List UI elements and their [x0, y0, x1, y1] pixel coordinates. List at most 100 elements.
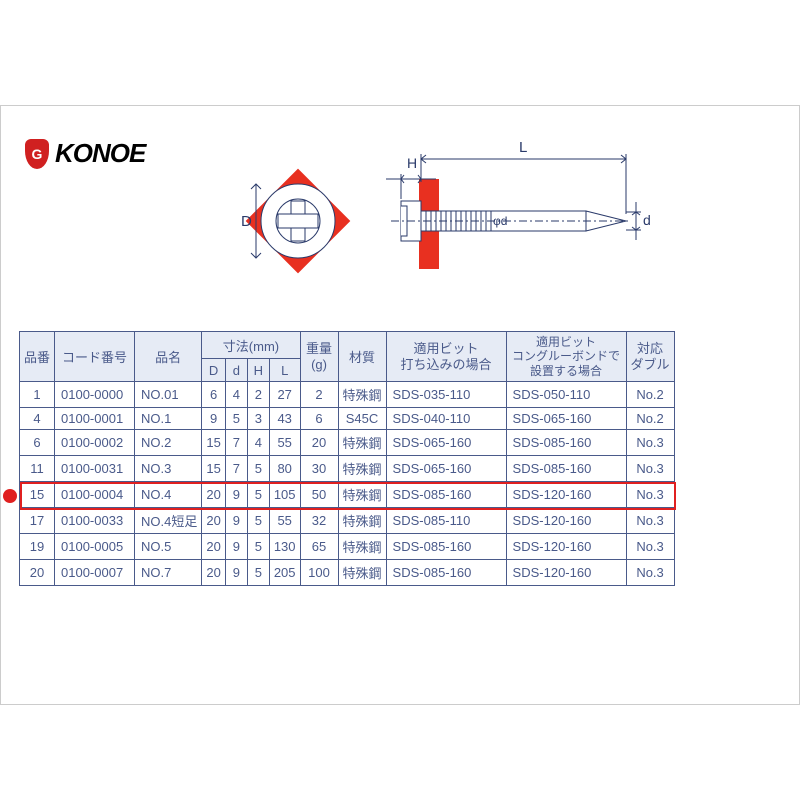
- cell-w: 50: [300, 482, 338, 508]
- cell-code: 0100-0005: [55, 534, 135, 560]
- th-bit2: 適用ビットコングルーボンドで設置する場合: [506, 332, 626, 382]
- cell-mat: 特殊鋼: [338, 456, 386, 482]
- cell-code: 0100-0007: [55, 560, 135, 586]
- cell-b1: SDS-065-160: [386, 456, 506, 482]
- screw-diagram: D: [231, 124, 651, 314]
- cell-b1: SDS-085-160: [386, 482, 506, 508]
- cell-hinmei: NO.01: [135, 382, 202, 408]
- cell-mat: 特殊鋼: [338, 382, 386, 408]
- cell-b2: SDS-120-160: [506, 482, 626, 508]
- th-d: d: [225, 359, 247, 382]
- cell-L: 55: [269, 430, 300, 456]
- cell-hinmei: NO.7: [135, 560, 202, 586]
- cell-hinmei: NO.2: [135, 430, 202, 456]
- cell-mat: S45C: [338, 408, 386, 430]
- cell-H: 5: [247, 508, 269, 534]
- cell-hinmei: NO.5: [135, 534, 202, 560]
- th-hinban: 品番: [20, 332, 55, 382]
- label-phi-d: φd: [493, 214, 507, 228]
- logo-badge-icon: G: [25, 139, 49, 169]
- cell-w: 65: [300, 534, 338, 560]
- cell-dbl: No.3: [626, 534, 674, 560]
- cell-H: 5: [247, 560, 269, 586]
- cell-code: 0100-0031: [55, 456, 135, 482]
- brand-logo: G KONOE: [25, 138, 145, 169]
- cell-hinban: 1: [20, 382, 55, 408]
- cell-dbl: No.2: [626, 382, 674, 408]
- table-row: 40100-0001NO.1953436S45CSDS-040-110SDS-0…: [20, 408, 675, 430]
- table-header: 品番 コード番号 品名 寸法(mm) 重量(g) 材質 適用ビット打ち込みの場合…: [20, 332, 675, 382]
- cell-w: 30: [300, 456, 338, 482]
- table-row: 170100-0033NO.4短足20955532特殊鋼SDS-085-110S…: [20, 508, 675, 534]
- cell-code: 0100-0004: [55, 482, 135, 508]
- cell-b1: SDS-085-110: [386, 508, 506, 534]
- cell-w: 32: [300, 508, 338, 534]
- th-H: H: [247, 359, 269, 382]
- cell-mat: 特殊鋼: [338, 534, 386, 560]
- cell-b1: SDS-035-110: [386, 382, 506, 408]
- cell-L: 130: [269, 534, 300, 560]
- cell-hinban: 17: [20, 508, 55, 534]
- cell-d: 9: [225, 482, 247, 508]
- cell-D: 20: [202, 534, 225, 560]
- cell-D: 20: [202, 508, 225, 534]
- spec-table: 品番 コード番号 品名 寸法(mm) 重量(g) 材質 適用ビット打ち込みの場合…: [19, 331, 675, 586]
- cell-L: 55: [269, 508, 300, 534]
- cell-w: 2: [300, 382, 338, 408]
- cell-H: 3: [247, 408, 269, 430]
- table-body: 10100-0000NO.01642272特殊鋼SDS-035-110SDS-0…: [20, 382, 675, 586]
- cell-L: 27: [269, 382, 300, 408]
- cell-hinban: 6: [20, 430, 55, 456]
- cell-L: 80: [269, 456, 300, 482]
- cell-w: 6: [300, 408, 338, 430]
- cell-L: 105: [269, 482, 300, 508]
- cell-D: 20: [202, 560, 225, 586]
- th-weight: 重量(g): [300, 332, 338, 382]
- cell-H: 5: [247, 456, 269, 482]
- cell-hinban: 20: [20, 560, 55, 586]
- cell-hinmei: NO.4: [135, 482, 202, 508]
- cell-D: 20: [202, 482, 225, 508]
- th-dim-group: 寸法(mm): [202, 332, 300, 359]
- label-D: D: [241, 213, 252, 230]
- cell-code: 0100-0000: [55, 382, 135, 408]
- cell-dbl: No.3: [626, 482, 674, 508]
- label-L: L: [519, 139, 527, 156]
- catalog-page: G KONOE D: [0, 105, 800, 705]
- th-hinmei: 品名: [135, 332, 202, 382]
- cell-b2: SDS-050-110: [506, 382, 626, 408]
- cell-H: 2: [247, 382, 269, 408]
- cell-mat: 特殊鋼: [338, 482, 386, 508]
- cell-H: 5: [247, 482, 269, 508]
- cell-hinmei: NO.1: [135, 408, 202, 430]
- cell-hinmei: NO.3: [135, 456, 202, 482]
- cell-mat: 特殊鋼: [338, 508, 386, 534]
- th-code: コード番号: [55, 332, 135, 382]
- cell-hinban: 11: [20, 456, 55, 482]
- cell-mat: 特殊鋼: [338, 430, 386, 456]
- cell-D: 15: [202, 430, 225, 456]
- cell-H: 4: [247, 430, 269, 456]
- cell-b2: SDS-085-160: [506, 456, 626, 482]
- cell-d: 9: [225, 560, 247, 586]
- table-row: 60100-0002NO.215745520特殊鋼SDS-065-160SDS-…: [20, 430, 675, 456]
- label-H: H: [407, 155, 417, 171]
- cell-code: 0100-0002: [55, 430, 135, 456]
- cell-hinban: 19: [20, 534, 55, 560]
- th-double: 対応ダブル: [626, 332, 674, 382]
- cell-w: 100: [300, 560, 338, 586]
- cell-hinmei: NO.4短足: [135, 508, 202, 534]
- cell-H: 5: [247, 534, 269, 560]
- highlight-dot-icon: [3, 489, 17, 503]
- cell-d: 9: [225, 534, 247, 560]
- cell-d: 7: [225, 456, 247, 482]
- cell-D: 6: [202, 382, 225, 408]
- cell-dbl: No.3: [626, 508, 674, 534]
- cell-d: 9: [225, 508, 247, 534]
- cell-dbl: No.3: [626, 560, 674, 586]
- cell-b1: SDS-085-160: [386, 560, 506, 586]
- cell-dbl: No.3: [626, 456, 674, 482]
- th-D: D: [202, 359, 225, 382]
- cell-w: 20: [300, 430, 338, 456]
- cell-mat: 特殊鋼: [338, 560, 386, 586]
